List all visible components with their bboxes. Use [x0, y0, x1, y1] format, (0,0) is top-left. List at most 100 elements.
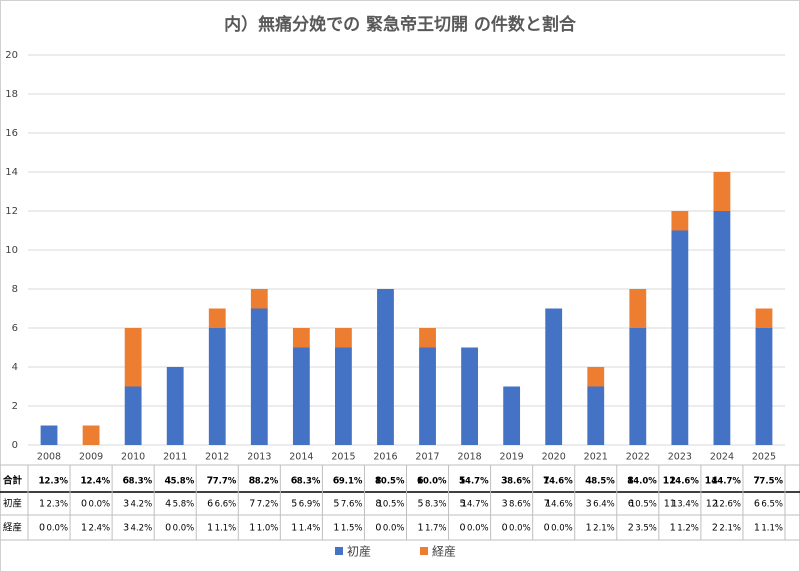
total-percent: 14.6%: [669, 477, 699, 487]
cell-percent: 6.4%: [593, 500, 615, 510]
x-tick-label: 2009: [79, 452, 103, 463]
total-count: 8: [627, 476, 634, 487]
cell-count: 8: [375, 499, 381, 510]
bar-segment: [713, 211, 731, 445]
cell-count: 6: [207, 499, 213, 510]
bar-segment: [713, 172, 731, 211]
bar-segment: [755, 308, 773, 328]
x-tick-label: 2011: [163, 452, 187, 463]
bar-segment: [335, 328, 352, 348]
cell-count: 3: [586, 499, 592, 510]
bar-segment: [82, 425, 100, 445]
bar-segment: [208, 308, 226, 328]
cell-percent: 3.5%: [635, 524, 657, 534]
total-percent: 14.0%: [627, 477, 657, 487]
bar-segment: [208, 328, 226, 445]
cell-count: 0: [81, 499, 87, 510]
cell-count: 5: [291, 499, 297, 510]
cell-percent: 1.2%: [677, 524, 699, 534]
bar-segment: [671, 211, 689, 231]
cell-percent: 0.0%: [89, 500, 111, 510]
legend-label: 経産: [432, 544, 456, 559]
cell-count: 1: [333, 523, 339, 534]
legend-swatch: [420, 547, 428, 555]
cell-count: 1: [417, 523, 423, 534]
x-tick-label: 2008: [37, 452, 61, 463]
y-tick-label: 8: [12, 284, 18, 295]
total-percent: 7.5%: [759, 477, 783, 487]
cell-count: 5: [333, 499, 339, 510]
cell-count: 1: [81, 523, 87, 534]
y-tick-label: 12: [5, 206, 18, 217]
cell-percent: 5.8%: [173, 500, 195, 510]
cell-percent: 2.1%: [719, 524, 741, 534]
row-label: 経産: [3, 522, 22, 534]
cell-percent: 4.2%: [131, 524, 153, 534]
total-count: 14: [705, 476, 719, 487]
bar-segment: [40, 425, 58, 445]
cell-count: 2: [628, 523, 634, 534]
cell-count: 1: [291, 523, 297, 534]
cell-count: 3: [123, 499, 129, 510]
bar-segment: [629, 328, 647, 445]
total-count: 7: [543, 476, 550, 487]
total-count: 6: [417, 476, 424, 487]
x-tick-label: 2025: [752, 452, 776, 463]
x-tick-label: 2023: [668, 452, 692, 463]
x-tick-label: 2010: [121, 452, 145, 463]
cell-percent: 4.2%: [131, 500, 153, 510]
total-percent: 2.4%: [87, 477, 111, 487]
x-tick-label: 2020: [542, 452, 566, 463]
y-tick-label: 16: [5, 128, 18, 139]
row-label: 初産: [3, 498, 22, 510]
cell-count: 6: [628, 499, 634, 510]
y-tick-label: 10: [5, 245, 18, 256]
cell-percent: 2.1%: [593, 524, 615, 534]
cell-count: 0: [165, 523, 171, 534]
legend-label: 初産: [347, 544, 371, 559]
total-count: 4: [585, 476, 592, 487]
cell-percent: 0.0%: [383, 524, 405, 534]
bar-segment: [292, 347, 310, 445]
cell-percent: 14.7%: [462, 500, 489, 510]
total-count: 12: [663, 476, 676, 487]
total-percent: 10.5%: [375, 477, 405, 487]
cell-percent: 0.0%: [509, 524, 531, 534]
cell-percent: 8.3%: [425, 500, 447, 510]
y-tick-label: 20: [5, 50, 18, 61]
x-tick-label: 2018: [457, 452, 481, 463]
total-percent: 2.3%: [44, 477, 68, 487]
total-count: 8: [375, 476, 382, 487]
cell-percent: 2.4%: [89, 524, 111, 534]
cell-count: 2: [712, 523, 718, 534]
cell-percent: 0.0%: [173, 524, 195, 534]
cell-percent: 13.4%: [672, 500, 699, 510]
cell-count: 0: [39, 523, 45, 534]
bar-segment: [250, 289, 268, 309]
bar-segment: [250, 308, 268, 445]
cell-percent: 1.5%: [341, 524, 363, 534]
cell-percent: 8.6%: [509, 500, 531, 510]
total-percent: 10.0%: [417, 477, 447, 487]
cell-percent: 1.4%: [299, 524, 321, 534]
total-percent: 8.6%: [507, 477, 531, 487]
total-count: 7: [207, 476, 214, 487]
total-count: 1: [38, 476, 45, 487]
total-percent: 8.3%: [129, 477, 153, 487]
y-tick-label: 18: [5, 89, 18, 100]
cell-count: 1: [670, 523, 676, 534]
total-percent: 8.5%: [591, 477, 615, 487]
total-percent: 8.2%: [255, 477, 279, 487]
bar-segment: [124, 328, 142, 387]
cell-percent: 14.6%: [546, 500, 573, 510]
total-percent: 14.6%: [543, 477, 573, 487]
bar-segment: [545, 308, 563, 445]
x-tick-label: 2022: [626, 452, 650, 463]
total-percent: 8.3%: [297, 477, 321, 487]
y-tick-label: 4: [12, 362, 18, 373]
cell-percent: 12.6%: [714, 500, 741, 510]
x-tick-label: 2012: [205, 452, 229, 463]
bar-segment: [166, 367, 184, 445]
cell-percent: 6.9%: [299, 500, 321, 510]
bar-segment: [587, 386, 605, 445]
